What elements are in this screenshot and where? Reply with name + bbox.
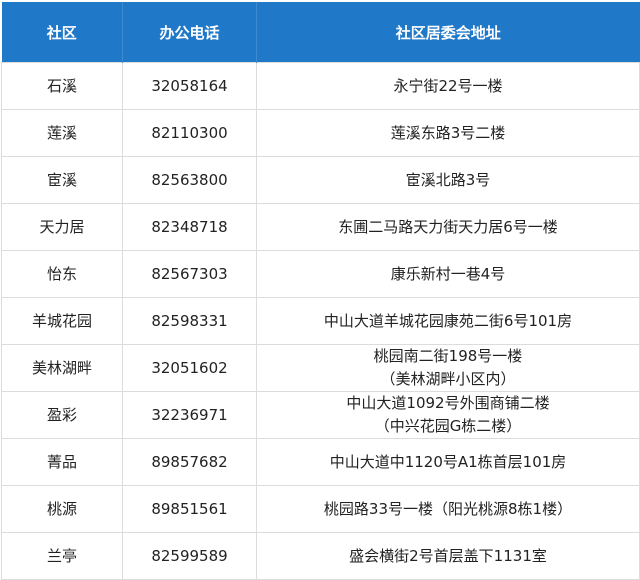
address-line: 永宁街22号一楼 [393,76,503,95]
address: 中山大道1092号外围商铺二楼 （中兴花园G栋二楼） [256,391,640,439]
table-row: 兰亭 82599589 盛会横街2号首层盖下1131室 [1,532,640,580]
table-row: 莲溪 82110300 莲溪东路3号二楼 [1,109,640,157]
header-phone: 办公电话 [122,2,257,63]
table-row: 怡东 82567303 康乐新村一巷4号 [1,250,640,298]
community-name: 莲溪 [1,109,123,157]
table-row: 羊城花园 82598331 中山大道羊城花园康苑二街6号101房 [1,297,640,345]
community-name: 盈彩 [1,391,123,439]
community-name: 石溪 [1,62,123,110]
table-row: 天力居 82348718 东圃二马路天力街天力居6号一楼 [1,203,640,251]
address: 莲溪东路3号二楼 [256,109,640,157]
table-row: 盈彩 32236971 中山大道1092号外围商铺二楼 （中兴花园G栋二楼） [1,391,640,439]
address-line: 莲溪东路3号二楼 [390,123,506,142]
table-row: 美林湖畔 32051602 桃园南二街198号一楼 （美林湖畔小区内） [1,344,640,392]
table-row: 石溪 32058164 永宁街22号一楼 [1,62,640,110]
header-community: 社区 [1,2,123,63]
community-name: 兰亭 [1,532,123,580]
address-line: 康乐新村一巷4号 [390,264,506,283]
address-line: 盛会横街2号首层盖下1131室 [349,546,547,565]
community-name: 菁品 [1,438,123,486]
community-name: 宦溪 [1,156,123,204]
address: 东圃二马路天力街天力居6号一楼 [256,203,640,251]
address-line: （美林湖畔小区内） [380,370,516,388]
address: 桃园南二街198号一楼 （美林湖畔小区内） [256,344,640,392]
address-line: 桃园路33号一楼（阳光桃源8栋1楼） [323,499,573,518]
office-phone: 89851561 [122,485,257,533]
address-line: （中兴花园G栋二楼） [374,417,522,435]
community-name: 桃源 [1,485,123,533]
table-row: 宦溪 82563800 宦溪北路3号 [1,156,640,204]
table-row: 菁品 89857682 中山大道中1120号A1栋首层101房 [1,438,640,486]
office-phone: 82563800 [122,156,257,204]
office-phone: 82599589 [122,532,257,580]
community-name: 美林湖畔 [1,344,123,392]
table-row: 桃源 89851561 桃园路33号一楼（阳光桃源8栋1楼） [1,485,640,533]
office-phone: 32236971 [122,391,257,439]
office-phone: 82567303 [122,250,257,298]
community-name: 羊城花园 [1,297,123,345]
office-phone: 82598331 [122,297,257,345]
address: 中山大道中1120号A1栋首层101房 [256,438,640,486]
address-line: 宦溪北路3号 [405,170,491,189]
address: 桃园路33号一楼（阳光桃源8栋1楼） [256,485,640,533]
address: 宦溪北路3号 [256,156,640,204]
address-line: 中山大道1092号外围商铺二楼 [346,394,550,412]
address-line: 东圃二马路天力街天力居6号一楼 [338,217,558,236]
address-line: 中山大道中1120号A1栋首层101房 [329,452,567,471]
address: 康乐新村一巷4号 [256,250,640,298]
community-name: 天力居 [1,203,123,251]
address-line: 桃园南二街198号一楼 [373,347,523,365]
address: 盛会横街2号首层盖下1131室 [256,532,640,580]
office-phone: 32058164 [122,62,257,110]
address-line: 中山大道羊城花园康苑二街6号101房 [323,311,573,330]
table-header-row: 社区 办公电话 社区居委会地址 [1,2,640,63]
address: 永宁街22号一楼 [256,62,640,110]
office-phone: 82110300 [122,109,257,157]
office-phone: 32051602 [122,344,257,392]
office-phone: 82348718 [122,203,257,251]
address: 中山大道羊城花园康苑二街6号101房 [256,297,640,345]
header-address: 社区居委会地址 [256,2,640,63]
office-phone: 89857682 [122,438,257,486]
community-name: 怡东 [1,250,123,298]
